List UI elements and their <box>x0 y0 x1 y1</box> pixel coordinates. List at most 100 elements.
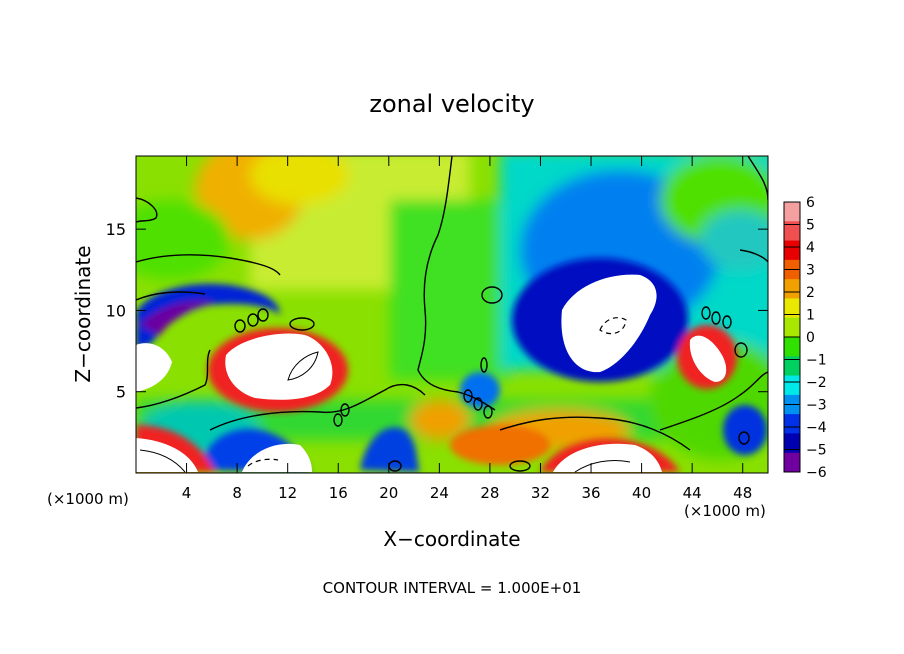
contour-loop-bottom-2 <box>340 403 350 417</box>
x-tick-label: 32 <box>531 484 550 502</box>
heatmap-field <box>136 156 768 473</box>
white-region-right-positive <box>689 335 727 382</box>
negative-patch-center <box>360 427 420 472</box>
colorbar-swatch <box>784 317 800 338</box>
x-tick-label: 16 <box>329 484 348 502</box>
contour-dashed-right <box>599 317 627 335</box>
contour-loop-left-2 <box>247 313 259 327</box>
x-tick-label: 28 <box>480 484 499 502</box>
x-tick-label: 40 <box>632 484 651 502</box>
colorbar-swatch <box>784 279 800 299</box>
colorbar-swatch <box>784 298 800 319</box>
white-region-left-edge <box>136 343 172 392</box>
x-tick-label: 48 <box>733 484 752 502</box>
x-unit-left: (×1000 m) <box>47 490 129 508</box>
contour-loop-left-3 <box>257 308 269 322</box>
contour-loop-right-3 <box>722 315 732 329</box>
white-region-right-negative <box>561 274 657 373</box>
colorbar-swatch <box>784 414 800 434</box>
white-region-bottom-left <box>136 438 198 472</box>
contour-interval-footer: CONTOUR INTERVAL = 1.000E+01 <box>323 579 582 597</box>
x-tick-label: 24 <box>430 484 449 502</box>
plot-frame <box>135 155 769 474</box>
x-tick-label: 12 <box>278 484 297 502</box>
region-left-upper-green <box>136 200 230 280</box>
colorbar-swatch <box>784 356 800 377</box>
contour-loop-left-1 <box>234 319 246 333</box>
contour-loop-left-4 <box>289 317 315 331</box>
colorbar-label: −2 <box>806 375 827 391</box>
colorbar-label: 1 <box>806 308 815 324</box>
x-tick-label: 36 <box>581 484 600 502</box>
x-tick-label: 8 <box>232 484 242 502</box>
colorbar: 6 5 4 3 2 1 0 −1 −2 −3 −4 −5 −6 <box>783 195 827 481</box>
contour-line-lower <box>209 383 426 431</box>
contour-line-right-mid <box>739 249 768 263</box>
colorbar-label: 3 <box>806 263 815 279</box>
contour-loop-center-4 <box>480 357 488 373</box>
colorbar-label: 4 <box>806 240 815 256</box>
contour-loop-center-3 <box>483 405 493 419</box>
contour-loop-center-1 <box>463 389 473 403</box>
axis-ticks <box>136 156 768 473</box>
region-upper-right-cyan <box>700 210 768 270</box>
contour-loop-center <box>481 286 503 304</box>
negative-patch-left-upper <box>136 283 280 350</box>
region-top-yellow <box>250 156 350 205</box>
colorbar-label: −1 <box>806 353 827 369</box>
y-axis-label: Z−coordinate <box>71 245 95 382</box>
positive-ring-bottom-right-orange <box>450 425 550 465</box>
negative-patch-right-lower <box>723 405 767 455</box>
colorbar-label: −6 <box>806 465 827 481</box>
contour-line-bottom-left-thin <box>139 449 186 473</box>
colorbar-label: 2 <box>806 285 815 301</box>
white-region-left <box>225 333 333 400</box>
contour-line-center <box>417 156 496 411</box>
contour-loop-bottom-1 <box>333 413 343 427</box>
colorbar-swatch <box>784 221 800 242</box>
contour-loop-right-5 <box>738 431 750 445</box>
negative-patch-center-small <box>460 372 500 408</box>
region-center-green <box>390 200 510 380</box>
colorbar-swatch <box>784 433 800 454</box>
x-axis-label: X−coordinate <box>383 527 520 551</box>
y-tick-label: 15 <box>106 220 126 239</box>
white-region-bottom-middle <box>242 443 312 472</box>
contour-loop-right-6 <box>509 460 531 472</box>
colorbar-label: 0 <box>806 330 815 346</box>
contour-loop-right-4 <box>734 342 748 358</box>
contour-line-bottom <box>499 416 691 451</box>
colorbar-swatch <box>784 202 800 222</box>
contour-line-right-lower <box>659 371 768 431</box>
colorbar-swatch <box>784 240 800 261</box>
colorbar-label: 6 <box>806 195 815 211</box>
y-tick-label: 10 <box>106 301 126 320</box>
region-lower-center-orange <box>410 400 470 440</box>
colorbar-swatch <box>784 337 800 357</box>
colorbar-label: −4 <box>806 420 827 436</box>
chart-title: zonal velocity <box>369 90 534 118</box>
contour-line-left-upper <box>136 254 281 276</box>
x-tick-label: 44 <box>683 484 702 502</box>
contour-line-left-lower <box>136 349 211 409</box>
contour-line-left-mid <box>136 291 206 301</box>
contour-loop-center-2 <box>473 397 483 411</box>
colorbar-swatch <box>784 452 800 473</box>
colorbar-label: 5 <box>806 218 815 234</box>
x-tick-label: 4 <box>182 484 192 502</box>
white-region-bottom-right <box>553 443 662 472</box>
x-unit-right: (×1000 m) <box>684 502 766 520</box>
contour-line-bottom-right-thin <box>574 459 631 473</box>
x-tick-label: 20 <box>379 484 398 502</box>
contour-line-left-top <box>136 197 158 223</box>
negative-patch-left-upper-rim <box>140 300 215 335</box>
contour-loop-right-2 <box>711 311 721 325</box>
colorbar-label: −3 <box>806 398 827 414</box>
colorbar-label: −5 <box>806 443 827 459</box>
colorbar-swatch <box>784 375 800 396</box>
contour-dashed-bottom <box>247 458 279 467</box>
contour-loop-right-1 <box>701 306 711 320</box>
contour-line-white-left <box>287 351 319 381</box>
